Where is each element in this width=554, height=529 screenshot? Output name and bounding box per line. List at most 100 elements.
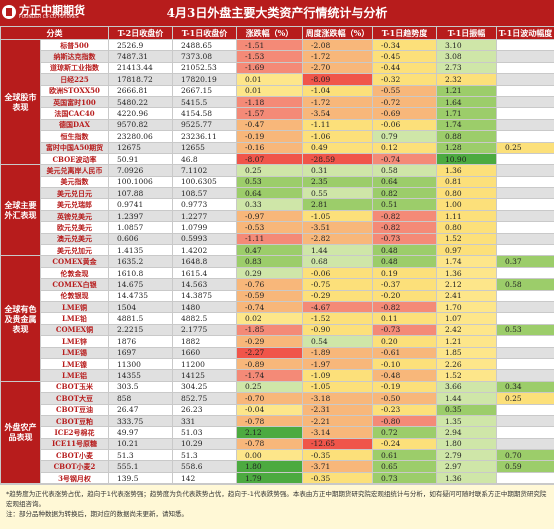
table-row: 美元兑日元 107.88 108.57 0.64 0.55 0.82 0.80 bbox=[1, 187, 554, 200]
value-cell bbox=[496, 118, 554, 132]
value-cell bbox=[496, 437, 554, 451]
value-cell: 10.29 bbox=[172, 437, 237, 451]
value-cell: -2.82 bbox=[302, 232, 373, 246]
value-cell bbox=[496, 357, 554, 371]
value-cell: -1.53 bbox=[236, 50, 303, 63]
value-cell: -0.70 bbox=[236, 392, 303, 405]
value-cell bbox=[496, 61, 554, 75]
value-cell: 23236.11 bbox=[172, 130, 237, 143]
value-cell: 2.41 bbox=[436, 289, 497, 303]
column-header: T-1日波动幅度 bbox=[496, 26, 554, 40]
value-cell: 4882.5 bbox=[172, 312, 237, 325]
value-cell: 14125 bbox=[172, 369, 237, 382]
asset-name: 美元兑加元 bbox=[40, 244, 109, 257]
value-cell: 1.2397 bbox=[108, 209, 173, 223]
value-cell: -1.57 bbox=[236, 107, 303, 120]
value-cell: -1.97 bbox=[302, 357, 373, 371]
table-row: 英国富时100 5480.22 5415.5 -1.18 -1.72 -0.72 1.64 bbox=[1, 95, 554, 109]
value-cell: 4881.5 bbox=[108, 312, 173, 325]
value-cell: 0.53 bbox=[496, 323, 554, 337]
value-cell: 14.563 bbox=[172, 278, 237, 291]
value-cell: 12655 bbox=[172, 141, 237, 154]
value-cell: -0.32 bbox=[372, 73, 437, 86]
value-cell: -0.35 bbox=[302, 449, 373, 462]
value-cell: 0.01 bbox=[236, 73, 303, 86]
value-cell: -4.67 bbox=[302, 300, 373, 314]
value-cell: -0.06 bbox=[372, 118, 437, 132]
value-cell: 0.58 bbox=[372, 164, 437, 177]
value-cell bbox=[496, 187, 554, 200]
asset-name: COMEX铜 bbox=[40, 323, 109, 337]
value-cell bbox=[496, 244, 554, 257]
value-cell: 0.9773 bbox=[172, 198, 237, 211]
value-cell bbox=[496, 209, 554, 223]
value-cell: 17818.72 bbox=[108, 73, 173, 86]
value-cell: 331 bbox=[172, 414, 237, 428]
table-row: LME锡 1697 1660 -2.27 -1.89 -0.61 1.85 bbox=[1, 346, 554, 359]
value-cell: 4220.96 bbox=[108, 107, 173, 120]
table-row: LME铝 14355 14125 -1.74 -1.09 -0.48 1.52 bbox=[1, 369, 554, 382]
value-cell: 3.08 bbox=[436, 50, 497, 63]
value-cell: -0.82 bbox=[372, 300, 437, 314]
value-cell: 0.53 bbox=[236, 175, 303, 189]
table-row: CBOT大豆 858 852.75 -0.70 -3.18 -0.50 1.44 0.25 bbox=[1, 392, 554, 405]
column-header: T-1日趋势度 bbox=[372, 26, 437, 40]
asset-name: 美元指数 bbox=[40, 175, 109, 189]
value-cell: -0.48 bbox=[372, 369, 437, 382]
value-cell bbox=[496, 289, 554, 303]
table-row: CBOT豆油 26.47 26.23 -0.04 -2.31 -0.23 0.35 bbox=[1, 403, 554, 416]
value-cell: 1.74 bbox=[436, 255, 497, 268]
value-cell: 3.66 bbox=[436, 380, 497, 394]
group-label: 全球股市表现 bbox=[0, 38, 41, 166]
value-cell: -0.45 bbox=[372, 50, 437, 63]
table-row: 恒生指数 23280.06 23236.11 -0.19 -1.06 0.79 0.88 bbox=[1, 130, 554, 143]
value-cell: -0.04 bbox=[236, 403, 303, 416]
table-row: 日经225 17818.72 17820.19 0.01 -8.09 -0.32 2.32 bbox=[1, 73, 554, 86]
value-cell: 0.25 bbox=[236, 380, 303, 394]
value-cell: 1876 bbox=[108, 335, 173, 348]
table-row: CBOE波动率 50.91 46.8 -8.07 -28.59 -0.74 10.90 bbox=[1, 152, 554, 166]
value-cell: 0.48 bbox=[372, 244, 437, 257]
value-cell: 50.91 bbox=[108, 152, 173, 166]
value-cell bbox=[496, 38, 554, 52]
value-cell: 14355 bbox=[108, 369, 173, 382]
value-cell: 0.25 bbox=[496, 392, 554, 405]
value-cell: 0.64 bbox=[236, 187, 303, 200]
value-cell: 1.4135 bbox=[108, 244, 173, 257]
asset-name: 恒生指数 bbox=[40, 130, 109, 143]
value-cell: 2.35 bbox=[302, 175, 373, 189]
value-cell: 1.79 bbox=[236, 471, 303, 485]
value-cell: 1.21 bbox=[436, 335, 497, 348]
value-cell: 23280.06 bbox=[108, 130, 173, 143]
group-label: 全球有色及贵金属表现 bbox=[0, 255, 41, 382]
value-cell: 333.75 bbox=[108, 414, 173, 428]
table-row: 纳斯达克指数 7487.31 7373.08 -1.53 -1.72 -0.45 3.08 bbox=[1, 50, 554, 63]
value-cell: 0.80 bbox=[436, 187, 497, 200]
asset-name: 英国富时100 bbox=[40, 95, 109, 109]
group-label: 全球主要外汇表现 bbox=[0, 164, 41, 257]
value-cell: 1.44 bbox=[436, 392, 497, 405]
asset-name: COMEX黄金 bbox=[40, 255, 109, 268]
value-cell: 46.8 bbox=[172, 152, 237, 166]
table-row: 全球股市表现 标普500 2526.9 2488.65 -1.51 -2.08 -0.34 3… bbox=[0, 38, 554, 166]
value-cell: -0.74 bbox=[372, 152, 437, 166]
value-cell: 51.3 bbox=[172, 449, 237, 462]
value-cell: 0.83 bbox=[236, 255, 303, 268]
value-cell: -0.53 bbox=[236, 221, 303, 234]
value-cell: -1.85 bbox=[236, 323, 303, 337]
value-cell: 1.36 bbox=[436, 471, 497, 485]
table-row: LME镍 11300 11200 -0.89 -1.97 -0.10 2.26 bbox=[1, 357, 554, 371]
footnote-line-1: *趋势度为正代表涨势占优，趋向于1代表涨势强；趋势度为负代表跌势占优，趋向于-1… bbox=[6, 490, 547, 508]
value-cell: 1.35 bbox=[436, 414, 497, 428]
asset-name: CBOT小麦 bbox=[40, 449, 109, 462]
table-row: 道琼斯工业指数 21413.44 21052.53 -1.69 -2.70 -0.44 2.… bbox=[1, 61, 554, 75]
value-cell bbox=[496, 198, 554, 211]
table-row: 澳元兑美元 0.606 0.5993 -1.11 -2.82 -0.73 1.52 bbox=[1, 232, 554, 246]
value-cell: -0.80 bbox=[372, 414, 437, 428]
value-cell: -2.70 bbox=[302, 61, 373, 75]
value-cell: 1.44 bbox=[302, 244, 373, 257]
table-row: COMEX铜 2.2215 2.1775 -1.85 -0.90 -0.73 2.42 0.5… bbox=[1, 323, 554, 337]
table-row: 全球主要外汇表现 美元兑离岸人民币 7.0926 7.1102 0.25 0.31 0.58… bbox=[0, 164, 554, 257]
asset-name: 欧洲STOXX50 bbox=[40, 84, 109, 97]
value-cell: -8.07 bbox=[236, 152, 303, 166]
